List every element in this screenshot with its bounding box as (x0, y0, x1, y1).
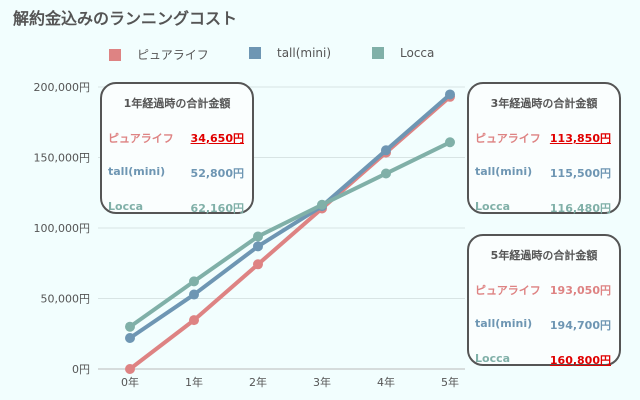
data-point-locca (253, 231, 263, 242)
total-cost: 193,050円 (549, 284, 611, 297)
data-point-tall (253, 241, 263, 252)
legend-swatch (372, 47, 384, 59)
box-heading: 3年経過時の合計金額 (490, 97, 598, 110)
box-row-pure: ピュアライフ 34,650円 (102, 130, 252, 146)
box-row-pure: ピュアライフ 193,050円 (469, 282, 619, 298)
x-tick-label: 0年 (121, 375, 139, 389)
box-row-locca: Locca 62,160円 (102, 200, 252, 216)
series-line-tall (128, 92, 452, 340)
data-point-pure (125, 364, 135, 374)
product-name: tall(mini) (108, 165, 166, 178)
total-cost: 62,160円 (190, 202, 244, 215)
legend-label: ピュアライフ (137, 48, 209, 62)
data-point-tall (381, 145, 391, 156)
data-point-pure (189, 315, 199, 326)
y-tick-label: 100,000円 (34, 222, 91, 235)
data-point-locca (189, 276, 199, 287)
product-name: Locca (475, 200, 511, 213)
legend-item-pure[interactable]: ピュアライフ (109, 46, 209, 63)
legend-label: tall(mini) (277, 46, 332, 60)
x-tick-label: 2年 (249, 375, 267, 389)
data-point-tall (445, 89, 455, 100)
box-row-pure: ピュアライフ 113,850円 (469, 130, 619, 146)
data-point-locca (125, 321, 135, 332)
product-name: Locca (475, 352, 511, 365)
box-heading: 5年経過時の合計金額 (490, 249, 598, 262)
box-heading: 1年経過時の合計金額 (123, 97, 231, 110)
product-name: tall(mini) (475, 317, 533, 330)
product-name: Locca (108, 200, 144, 213)
y-tick-label: 0円 (72, 363, 90, 376)
total-cost: 160,800円 (549, 354, 611, 367)
box-row-tall: tall(mini) 194,700円 (469, 317, 619, 333)
chart-title: 解約金込みのランニングコスト (13, 9, 238, 28)
y-tick-label: 150,000円 (34, 152, 91, 165)
data-point-locca (445, 137, 455, 148)
box-row-tall: tall(mini) 115,500円 (469, 165, 619, 181)
y-tick-label: 200,000円 (34, 81, 91, 94)
total-cost: 194,700円 (549, 319, 611, 332)
data-point-pure (253, 259, 263, 270)
summary-box-year5: 5年経過時の合計金額ピュアライフ 193,050円 tall(mini) 194,70… (467, 234, 621, 368)
product-name: ピュアライフ (108, 132, 174, 145)
total-cost: 113,850円 (549, 132, 611, 145)
box-row-locca: Locca 160,800円 (469, 352, 619, 368)
x-tick-label: 4年 (377, 375, 395, 389)
product-name: ピュアライフ (475, 132, 541, 145)
total-cost: 34,650円 (190, 132, 244, 145)
legend-item-locca[interactable]: Locca (372, 46, 434, 60)
legend-item-tall[interactable]: tall(mini) (249, 46, 331, 60)
legend-swatch (249, 47, 261, 59)
y-tick-label: 50,000円 (41, 293, 91, 306)
legend-label: Locca (400, 46, 435, 60)
data-point-tall (125, 332, 135, 343)
legend-swatch (109, 48, 121, 61)
box-row-tall: tall(mini) 52,800円 (102, 165, 252, 181)
x-tick-label: 1年 (185, 375, 203, 389)
series-line-locca (128, 140, 451, 329)
data-point-locca (381, 168, 391, 179)
summary-box-year1: 1年経過時の合計金額ピュアライフ 34,650円 tall(mini) 52,800円… (100, 82, 254, 216)
total-cost: 52,800円 (190, 167, 244, 180)
x-tick-label: 3年 (313, 375, 331, 389)
total-cost: 115,500円 (549, 167, 611, 180)
product-name: tall(mini) (475, 165, 533, 178)
total-cost: 116,480円 (549, 202, 611, 215)
data-point-tall (189, 289, 199, 300)
box-row-locca: Locca 116,480円 (469, 200, 619, 216)
summary-box-year3: 3年経過時の合計金額ピュアライフ 113,850円 tall(mini) 115,50… (467, 82, 621, 216)
x-tick-label: 5年 (441, 375, 459, 389)
product-name: ピュアライフ (475, 284, 541, 297)
data-point-locca (317, 199, 327, 210)
